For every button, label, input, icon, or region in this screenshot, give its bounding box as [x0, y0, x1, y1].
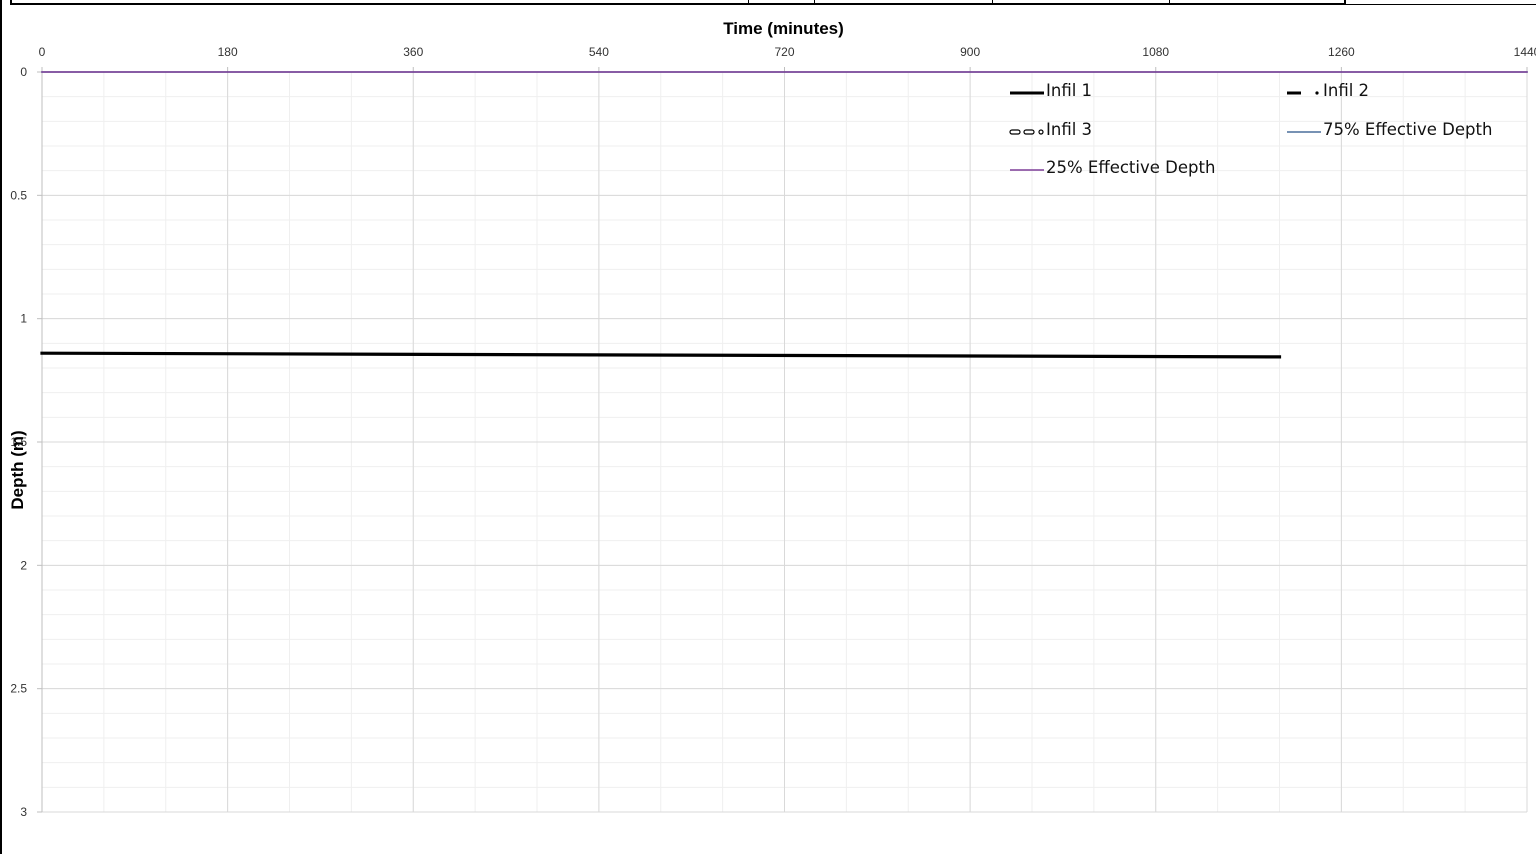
series-line-infil-1: [40, 351, 1282, 359]
top-strip-divider: [992, 0, 993, 5]
legend-item-75-effective-depth: 75% Effective Depth: [1285, 117, 1492, 141]
top-strip-divider: [1169, 0, 1170, 5]
legend-item-infil-3: Infil 3: [1008, 117, 1092, 141]
y-tick-label: 0: [20, 65, 27, 79]
top-right-rule: [1346, 4, 1536, 5]
x-tick-label: 360: [403, 45, 423, 59]
x-tick-label: 540: [589, 45, 609, 59]
x-tick-label: 180: [218, 45, 238, 59]
legend-label: 25% Effective Depth: [1046, 157, 1216, 177]
x-tick-label: 900: [960, 45, 980, 59]
top-strip-divider: [814, 0, 815, 5]
left-frame-border: [0, 0, 2, 854]
legend-swatch-hollow-dash: [1008, 123, 1046, 135]
legend-label: 75% Effective Depth: [1323, 119, 1493, 139]
y-tick-label: 3: [20, 805, 27, 819]
legend-swatch-purple: [1008, 161, 1046, 173]
legend-item-infil-1: Infil 1: [1008, 78, 1092, 102]
legend-swatch-dash-dot: [1285, 84, 1323, 96]
y-tick-label: 2.5: [10, 682, 27, 696]
x-tick-label: 1260: [1328, 45, 1355, 59]
legend-label: Infil 1: [1046, 80, 1093, 100]
series-layer: [40, 71, 1528, 359]
y-axis-title: Depth (m): [8, 430, 27, 509]
x-tick-label: 0: [39, 45, 46, 59]
x-tick-label: 720: [774, 45, 794, 59]
y-tick-label: 0.5: [10, 188, 27, 202]
legend-swatch-solid: [1008, 84, 1046, 96]
top-table-strip: [10, 0, 1346, 5]
y-tick-label: 1.5: [10, 435, 27, 449]
y-tick-label: 1: [20, 312, 27, 326]
y-tick-label: 2: [20, 558, 27, 572]
legend-label: Infil 2: [1323, 80, 1370, 100]
chart-legend: Infil 1 Infil 2 Infil 3 75% Effective De…: [1008, 76, 1528, 186]
legend-item-25-effective-depth: 25% Effective Depth: [1008, 155, 1215, 179]
x-tick-label: 1080: [1142, 45, 1169, 59]
legend-item-infil-2: Infil 2: [1285, 78, 1369, 102]
legend-label: Infil 3: [1046, 119, 1093, 139]
legend-swatch-blue: [1285, 123, 1323, 135]
x-axis-title: Time (minutes): [723, 19, 844, 38]
top-strip-divider: [748, 0, 749, 5]
